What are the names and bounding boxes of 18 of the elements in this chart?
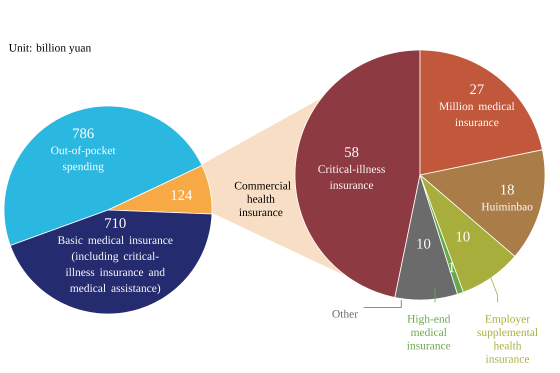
slice-label: Million medical insurance [439,102,514,126]
slice-label: Critical-illness insurance [318,164,385,189]
data-label: 710 [105,218,126,228]
slice-label: Huiminbao [482,202,532,210]
data-label: 10 [417,238,430,249]
legend-label: High-end medical insurance [407,314,450,350]
slice-label: Other [332,310,358,318]
data-label: 18 [501,184,514,195]
data-label: 58 [345,147,358,157]
text: Unit: billion yuan [8,44,92,54]
slice-label: Out-of-pocket spending [51,146,116,173]
slice-label: Employer supplemental health insurance [477,314,538,363]
data-label: 27 [470,84,484,94]
data-label: 786 [73,128,94,138]
data-label: 124 [172,190,192,200]
slice-label: Commercial health insurance [234,181,291,216]
data-label: 10 [456,232,470,242]
slice-label: Basic medical insurance (including critical-illness insurance and medical assistance) [58,236,173,294]
